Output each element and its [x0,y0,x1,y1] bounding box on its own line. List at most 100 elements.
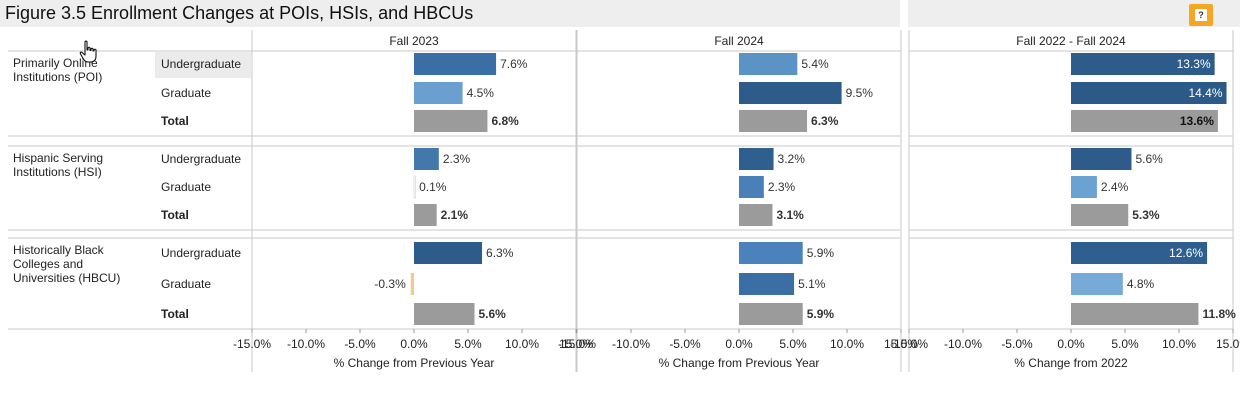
group-label: Primarily Online Institutions (POI) [13,56,102,84]
title-bar [0,0,900,27]
data-label: 7.6% [500,57,528,71]
bar [739,82,842,104]
data-label: 2.1% [441,208,469,222]
bar [1071,204,1129,226]
tick-label: 5.0% [779,337,807,351]
category-label: Undergraduate [161,152,241,166]
help-icon: ? [1195,9,1207,21]
category-label: Graduate [161,86,211,100]
data-label: 6.3% [811,114,839,128]
tick-label: -5.0% [344,337,376,351]
bar [413,175,416,199]
data-label: 5.3% [1132,208,1160,222]
bar [1071,148,1132,170]
category-label: Undergraduate [161,246,241,260]
bar [1071,53,1215,75]
tick-label: 0.0% [1057,337,1085,351]
tick-label: 15.0% [559,337,593,351]
bar [1071,176,1097,198]
tick-label: -10.0% [287,337,325,351]
tick-label: 10.0% [505,337,539,351]
toolbar-bar [908,0,1240,27]
bar [414,204,437,226]
data-label: 5.9% [807,246,835,260]
data-label: 9.5% [846,86,874,100]
data-label: 5.6% [1135,152,1163,166]
axis-title: % Change from Previous Year [334,356,495,370]
chart-title: Figure 3.5 Enrollment Changes at POIs, H… [5,3,474,23]
data-label: 2.4% [1101,180,1129,194]
data-label: 5.6% [478,307,506,321]
panel-header: Fall 2023 [389,34,439,48]
tick-label: -5.0% [1001,337,1033,351]
bar [414,53,497,75]
bar [739,53,798,75]
bar [739,303,803,325]
tick-label: 0.0% [725,337,753,351]
panel-header: Fall 2022 - Fall 2024 [1016,34,1126,48]
data-label: 14.4% [1188,86,1222,100]
bar [739,204,773,226]
group-label: Hispanic Serving Institutions (HSI) [13,151,103,179]
data-label: -0.3% [374,277,406,291]
tick-label: -10.0% [944,337,982,351]
bar [1071,273,1123,295]
category-label: Graduate [161,277,211,291]
data-label: 0.1% [419,180,447,194]
hand-cursor-icon [79,40,97,63]
category-label: Total [161,307,189,321]
tick-label: 0.0% [400,337,428,351]
tick-label: 15.0% [884,337,918,351]
tick-label: -10.0% [612,337,650,351]
data-label: 12.6% [1169,246,1203,260]
tick-label: 5.0% [1111,337,1139,351]
bar [739,176,764,198]
data-label: 6.8% [491,114,519,128]
help-button[interactable]: ? [1189,4,1213,26]
data-label: 2.3% [443,152,471,166]
bar [739,242,803,264]
tick-label: -15.0% [558,337,596,351]
tick-label: -15.0% [890,337,928,351]
bar [739,148,774,170]
bar [1071,110,1218,132]
data-label: 11.8% [1202,307,1236,321]
data-label: 4.8% [1127,277,1155,291]
axis-title: % Change from Previous Year [659,356,820,370]
bar [414,110,488,132]
bar [739,273,795,295]
bar [414,303,475,325]
tick-label: -15.0% [233,337,271,351]
axis-title: % Change from 2022 [1014,356,1128,370]
data-label: 6.3% [486,246,514,260]
tick-label: -5.0% [669,337,701,351]
data-label: 5.9% [807,307,835,321]
bar [739,110,808,132]
category-label: Total [161,114,189,128]
data-label: 5.4% [801,57,829,71]
category-label: Undergraduate [161,57,241,71]
panel-header: Fall 2024 [714,34,764,48]
bar [1071,242,1208,264]
bar [414,242,483,264]
data-label: 3.2% [778,152,806,166]
data-label: 4.5% [467,86,495,100]
data-label: 2.3% [768,180,796,194]
data-label: 3.1% [776,208,804,222]
bar [1071,303,1199,325]
data-label: 5.1% [798,277,826,291]
tick-label: 10.0% [1162,337,1196,351]
data-label: 13.3% [1177,57,1211,71]
bar [1071,82,1227,104]
row-highlight [155,52,251,78]
bar [414,148,439,170]
bar [410,273,414,295]
data-label: 13.6% [1180,114,1214,128]
tick-label: 10.0% [830,337,864,351]
bar [414,82,463,104]
group-label: Historically Black Colleges and Universiti… [13,243,120,285]
tick-label: 5.0% [454,337,482,351]
tick-label: 15.0% [1216,337,1240,351]
category-label: Total [161,208,189,222]
